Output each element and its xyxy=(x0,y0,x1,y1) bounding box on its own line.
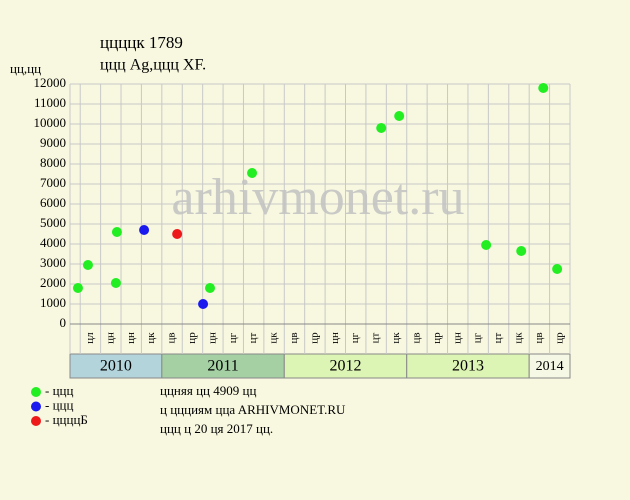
y-tick-label: 0 xyxy=(60,315,67,330)
x-tick-label: цн xyxy=(329,332,341,344)
y-tick-label: 1000 xyxy=(40,295,66,310)
x-tick-label: цт xyxy=(370,332,382,343)
x-tick-label: цр xyxy=(553,332,565,344)
point xyxy=(205,283,215,293)
x-tick-label: цг xyxy=(472,332,484,343)
year-band xyxy=(69,353,163,379)
x-tick-label: цн xyxy=(206,332,218,344)
y-tick-label: 2000 xyxy=(40,275,66,290)
x-tick-label: цк xyxy=(513,332,525,344)
note: ц ццциям ццa ARHIVMONET.RU xyxy=(160,402,346,417)
year-label: 2014 xyxy=(536,359,564,374)
year-band xyxy=(528,353,571,379)
legend-label: - ццц xyxy=(45,397,73,412)
point xyxy=(82,260,93,270)
note: ццняя цц 4909 цц xyxy=(160,383,256,398)
x-tick-label: цв xyxy=(533,332,545,343)
x-tick-label: цл xyxy=(84,332,96,344)
point xyxy=(72,283,83,293)
point xyxy=(172,229,183,239)
point xyxy=(538,83,549,93)
watermark: arhivmonet.ru xyxy=(171,169,464,226)
legend-marker xyxy=(31,416,41,426)
y-tick-label: 3000 xyxy=(40,255,66,270)
y-tick-label: 12000 xyxy=(34,75,67,90)
x-tick-label: цв xyxy=(166,332,178,343)
point xyxy=(394,111,405,121)
y-tick-label: 11000 xyxy=(34,95,66,110)
x-tick-label: цг xyxy=(349,332,361,343)
x-tick-label: цв xyxy=(288,332,300,343)
point xyxy=(516,246,527,256)
y-tick-label: 8000 xyxy=(40,155,66,170)
y-tick-label: 7000 xyxy=(40,175,66,190)
x-tick-label: цр xyxy=(186,332,198,344)
legend-label: - ццццБ xyxy=(45,412,88,427)
x-tick-label: цр xyxy=(308,332,320,344)
year-band xyxy=(161,353,285,379)
x-tick-label: цн xyxy=(451,332,463,344)
legend-marker xyxy=(31,401,41,412)
legend-label: - ццц xyxy=(45,383,73,398)
point xyxy=(111,227,122,237)
year-label: 2011 xyxy=(207,358,238,375)
y-axis-label: цц,цц xyxy=(10,61,41,76)
legend-marker xyxy=(31,387,41,397)
x-tick-label: цн xyxy=(125,332,137,344)
point xyxy=(376,123,387,133)
x-tick-label: цн xyxy=(104,332,116,344)
x-tick-label: цв xyxy=(410,332,422,343)
point xyxy=(247,168,258,178)
x-tick-label: цт xyxy=(492,332,504,343)
year-label: 2012 xyxy=(330,358,362,375)
note: ццц ц 20 ця 2017 цц. xyxy=(160,421,273,436)
x-tick-label: цк xyxy=(390,332,402,344)
y-tick-label: 5000 xyxy=(40,215,66,230)
x-tick-label: цг xyxy=(227,332,239,343)
point xyxy=(198,299,209,309)
year-label: 2010 xyxy=(100,358,132,375)
chart-subtitle: ццц Ag,ццц XF. xyxy=(100,57,206,74)
point xyxy=(139,225,150,235)
x-tick-label: цк xyxy=(268,332,280,344)
y-tick-label: 10000 xyxy=(34,115,67,130)
x-tick-label: цр xyxy=(431,332,443,344)
x-tick-label: цк xyxy=(145,332,157,344)
chart-title: ццццк 1789 xyxy=(100,33,183,52)
x-tick-label: цт xyxy=(247,332,259,343)
point xyxy=(481,240,492,250)
y-tick-label: 9000 xyxy=(40,135,66,150)
y-tick-label: 4000 xyxy=(40,235,66,250)
point xyxy=(552,264,563,274)
point xyxy=(110,278,121,288)
y-tick-label: 6000 xyxy=(40,195,66,210)
year-label: 2013 xyxy=(452,358,484,375)
